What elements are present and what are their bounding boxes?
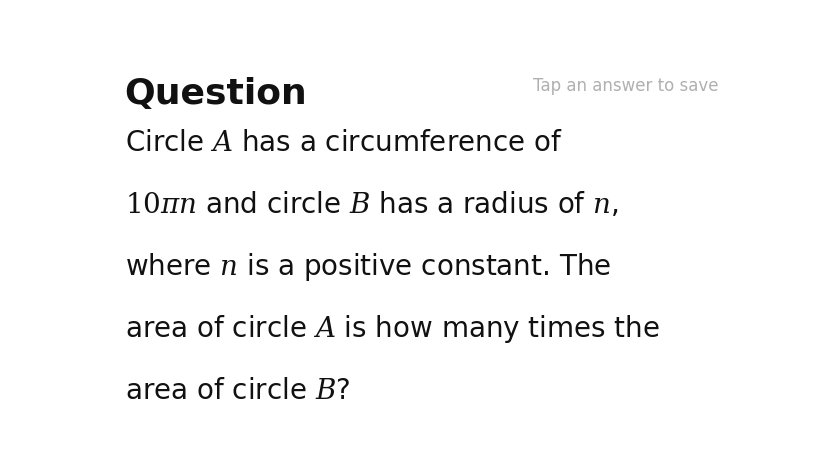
Text: $10\pi n$ and circle $\mathit{B}$ has a radius of $n$,: $10\pi n$ and circle $\mathit{B}$ has a …	[124, 190, 618, 219]
Text: Question: Question	[124, 77, 307, 111]
Text: Circle $\mathit{A}$ has a circumference of: Circle $\mathit{A}$ has a circumference …	[124, 130, 562, 158]
Text: area of circle $\mathit{A}$ is how many times the: area of circle $\mathit{A}$ is how many …	[124, 313, 659, 345]
Text: where $n$ is a positive constant. The: where $n$ is a positive constant. The	[124, 251, 611, 283]
Text: Tap an answer to save: Tap an answer to save	[532, 77, 718, 95]
Text: area of circle $\mathit{B}$?: area of circle $\mathit{B}$?	[124, 377, 350, 405]
